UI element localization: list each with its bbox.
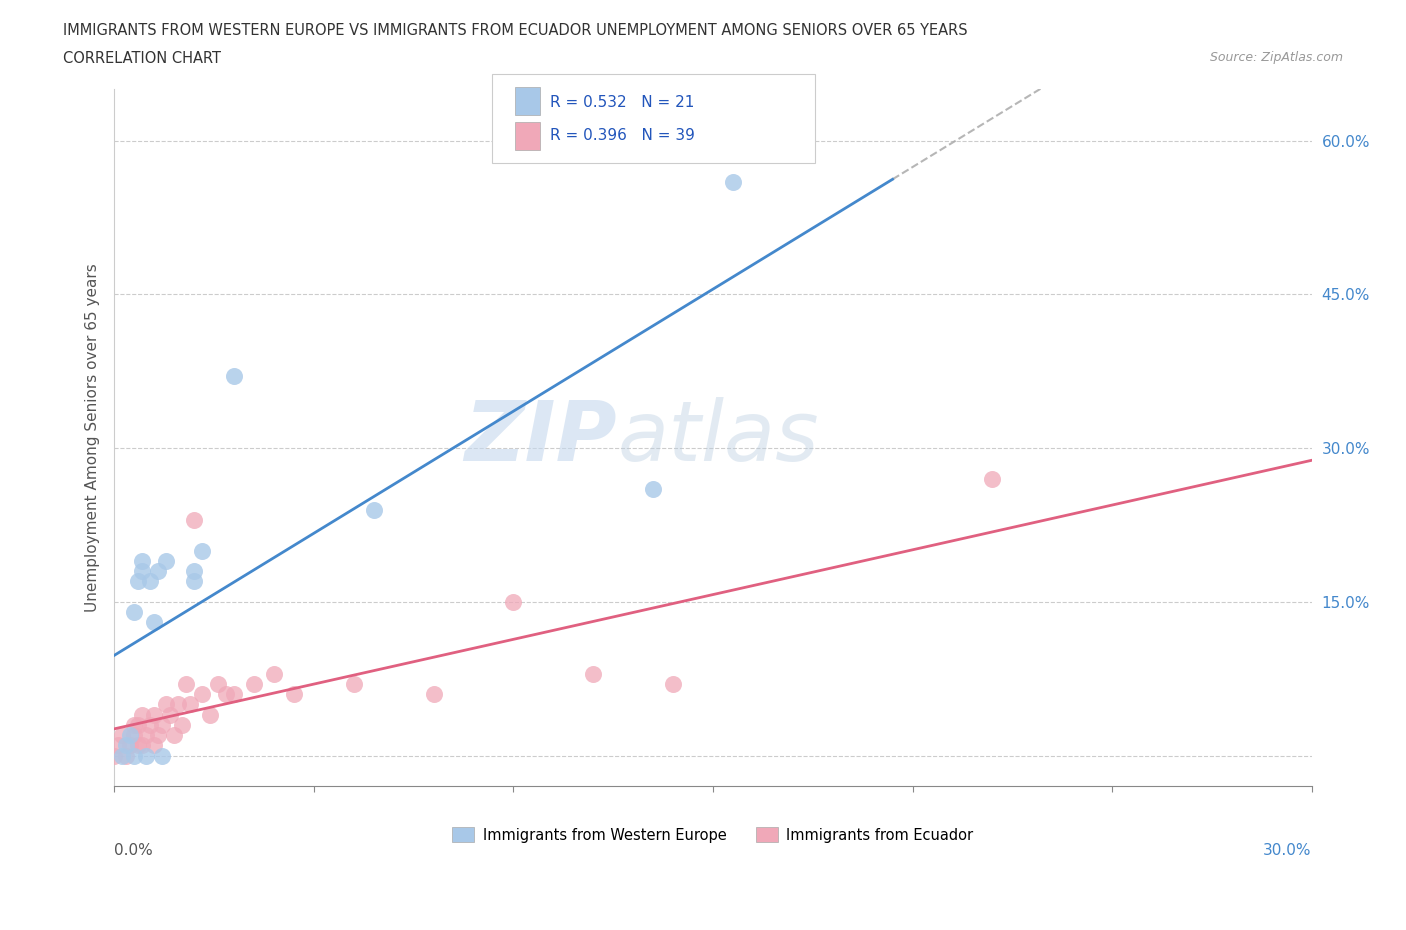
Point — [122, 717, 145, 732]
Point — [343, 676, 366, 691]
Point — [155, 553, 177, 568]
Point — [662, 676, 685, 691]
Point — [215, 686, 238, 701]
Point — [283, 686, 305, 701]
Point — [135, 727, 157, 742]
Text: R = 0.532   N = 21: R = 0.532 N = 21 — [550, 95, 695, 111]
Text: CORRELATION CHART: CORRELATION CHART — [63, 51, 221, 66]
Legend: Immigrants from Western Europe, Immigrants from Ecuador: Immigrants from Western Europe, Immigran… — [447, 821, 980, 849]
Point — [183, 512, 205, 527]
Point — [222, 369, 245, 384]
Point — [131, 553, 153, 568]
Point — [127, 574, 149, 589]
Point — [146, 564, 169, 578]
Point — [159, 707, 181, 722]
Point — [198, 707, 221, 722]
Point — [170, 717, 193, 732]
Point — [183, 564, 205, 578]
Point — [122, 604, 145, 619]
Text: IMMIGRANTS FROM WESTERN EUROPE VS IMMIGRANTS FROM ECUADOR UNEMPLOYMENT AMONG SEN: IMMIGRANTS FROM WESTERN EUROPE VS IMMIGR… — [63, 23, 967, 38]
Point — [422, 686, 444, 701]
Point — [131, 737, 153, 752]
Text: ZIP: ZIP — [464, 397, 617, 478]
Point — [502, 594, 524, 609]
Point — [122, 727, 145, 742]
Point — [122, 748, 145, 763]
Point — [721, 174, 744, 189]
Point — [150, 748, 173, 763]
Point — [582, 666, 605, 681]
Point — [163, 727, 186, 742]
Point — [120, 727, 142, 742]
Point — [131, 564, 153, 578]
Point — [243, 676, 266, 691]
Point — [183, 574, 205, 589]
Text: Source: ZipAtlas.com: Source: ZipAtlas.com — [1209, 51, 1343, 64]
Point — [263, 666, 285, 681]
Point — [115, 748, 138, 763]
Point — [363, 502, 385, 517]
Point — [207, 676, 229, 691]
Point — [111, 748, 134, 763]
Point — [167, 697, 190, 711]
Text: R = 0.396   N = 39: R = 0.396 N = 39 — [550, 128, 695, 143]
Point — [174, 676, 197, 691]
Point — [191, 686, 214, 701]
Text: atlas: atlas — [617, 397, 818, 478]
Y-axis label: Unemployment Among Seniors over 65 years: Unemployment Among Seniors over 65 years — [86, 263, 100, 612]
Point — [127, 737, 149, 752]
Point — [641, 482, 664, 497]
Point — [135, 748, 157, 763]
Point — [222, 686, 245, 701]
Point — [139, 717, 162, 732]
Point — [981, 472, 1004, 486]
Point — [143, 615, 166, 630]
Point — [143, 707, 166, 722]
Point — [150, 717, 173, 732]
Point — [191, 543, 214, 558]
Point — [179, 697, 201, 711]
Text: 30.0%: 30.0% — [1263, 843, 1312, 857]
Point — [146, 727, 169, 742]
Text: 0.0%: 0.0% — [114, 843, 153, 857]
Point — [127, 717, 149, 732]
Point — [115, 737, 138, 752]
Point — [139, 574, 162, 589]
Point — [131, 707, 153, 722]
Point — [107, 737, 129, 752]
Point — [155, 697, 177, 711]
Point — [111, 727, 134, 742]
Point — [143, 737, 166, 752]
Point — [103, 748, 125, 763]
Point — [120, 737, 142, 752]
